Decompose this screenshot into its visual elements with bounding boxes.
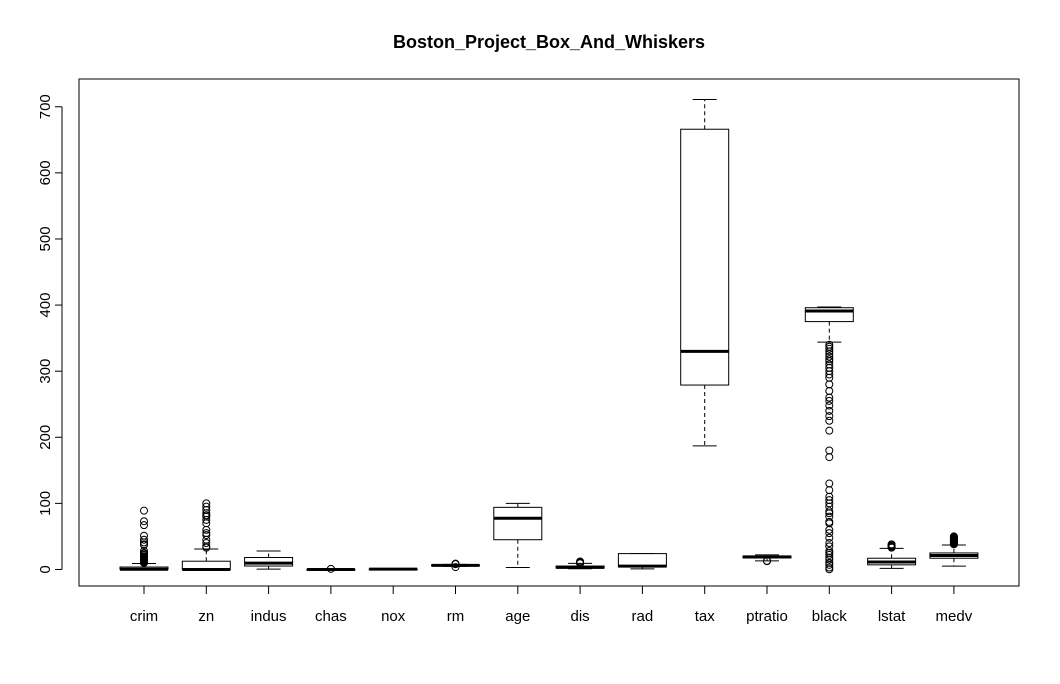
outlier-point	[202, 539, 211, 548]
box-group-ptratio	[742, 554, 792, 566]
y-tick-label: 0	[37, 565, 54, 573]
outlier-point	[825, 533, 834, 542]
outlier-point	[140, 506, 148, 515]
outlier-point	[202, 529, 211, 538]
outlier-point	[763, 556, 771, 565]
outlier-point	[825, 426, 834, 435]
x-tick-label: medv	[936, 608, 973, 625]
outlier-point	[451, 559, 460, 568]
x-tick-label: crim	[130, 608, 158, 625]
x-tick-label: rad	[632, 608, 654, 625]
y-tick-label: 700	[37, 94, 54, 119]
x-tick-label: ptratio	[746, 608, 788, 625]
outlier-point	[825, 558, 834, 567]
outlier-point	[825, 355, 834, 364]
outlier-point	[887, 540, 896, 549]
outlier-point	[825, 496, 834, 505]
box-group-black	[804, 306, 854, 574]
outlier-point	[825, 453, 834, 462]
box-group-zn	[181, 499, 231, 571]
x-tick-label: nox	[381, 608, 406, 625]
outlier-point	[825, 563, 834, 572]
outlier-point	[825, 416, 834, 425]
outlier-point	[825, 507, 834, 516]
outlier-point	[825, 387, 834, 395]
y-axis: 0 100 200 300 400 500 600 700	[37, 94, 63, 574]
box-group-chas	[306, 564, 356, 573]
outlier-point	[825, 396, 834, 405]
x-tick-label: lstat	[878, 608, 906, 625]
x-tick-label: indus	[251, 608, 287, 625]
boxes	[119, 98, 979, 574]
x-tick-label: chas	[315, 608, 347, 625]
x-tick-label: tax	[695, 608, 716, 625]
outlier-point	[202, 531, 211, 540]
x-tick-label: dis	[571, 608, 590, 625]
box-group-rm	[431, 559, 480, 572]
outlier-point	[825, 412, 834, 421]
box-group-indus	[244, 550, 294, 570]
outlier-point	[202, 511, 211, 520]
outlier-point	[202, 499, 211, 508]
outlier-point	[825, 344, 834, 353]
x-tick-label: black	[812, 608, 848, 625]
outlier-point	[576, 557, 585, 566]
chart-title: Boston_Project_Box_And_Whiskers	[393, 32, 705, 52]
x-axis: crim zn indus chas nox rm age dis rad tax ptratio b…	[130, 585, 973, 625]
plot-frame	[78, 78, 1020, 587]
y-tick-label: 200	[37, 425, 54, 450]
outlier-point	[825, 401, 834, 410]
outlier-point	[326, 564, 335, 573]
box-iqr	[493, 506, 543, 541]
outlier-point	[140, 531, 148, 540]
outlier-point	[140, 548, 148, 557]
outlier-point	[825, 546, 834, 555]
box-group-dis	[555, 557, 605, 570]
box-group-medv	[929, 532, 979, 567]
box-group-nox	[368, 567, 418, 571]
outlier-point	[451, 563, 460, 572]
outlier-point	[825, 512, 834, 521]
y-tick-label: 500	[37, 226, 54, 251]
outlier-point	[825, 342, 834, 351]
outlier-point	[825, 486, 834, 495]
box-group-lstat	[867, 540, 917, 569]
outlier-point	[140, 540, 148, 549]
outlier-point	[825, 542, 834, 551]
outlier-point	[825, 539, 834, 548]
outlier-point	[140, 517, 148, 526]
outlier-point	[202, 502, 211, 511]
outlier-point	[825, 550, 834, 559]
y-tick-label: 400	[37, 293, 54, 318]
outlier-point	[825, 380, 834, 389]
outlier-point	[825, 340, 834, 349]
y-tick-label: 100	[37, 491, 54, 516]
outlier-point	[825, 446, 834, 455]
x-tick-label: rm	[447, 608, 465, 625]
outlier-point	[140, 535, 148, 544]
box-group-crim	[119, 506, 169, 571]
x-tick-label: age	[505, 608, 530, 625]
outlier-point	[140, 521, 148, 530]
x-tick-label: zn	[198, 608, 214, 625]
outlier-point	[825, 479, 834, 488]
box-group-rad	[617, 553, 667, 570]
outlier-point	[825, 352, 834, 361]
outlier-point	[825, 529, 834, 538]
y-tick-label: 300	[37, 359, 54, 384]
outlier-point	[825, 406, 834, 415]
outlier-point	[825, 360, 834, 369]
outlier-point	[825, 517, 834, 526]
box-group-age	[493, 502, 543, 569]
y-tick-label: 600	[37, 160, 54, 185]
outlier-point	[949, 532, 958, 541]
box-iqr	[680, 128, 730, 386]
box-group-tax	[680, 98, 730, 447]
